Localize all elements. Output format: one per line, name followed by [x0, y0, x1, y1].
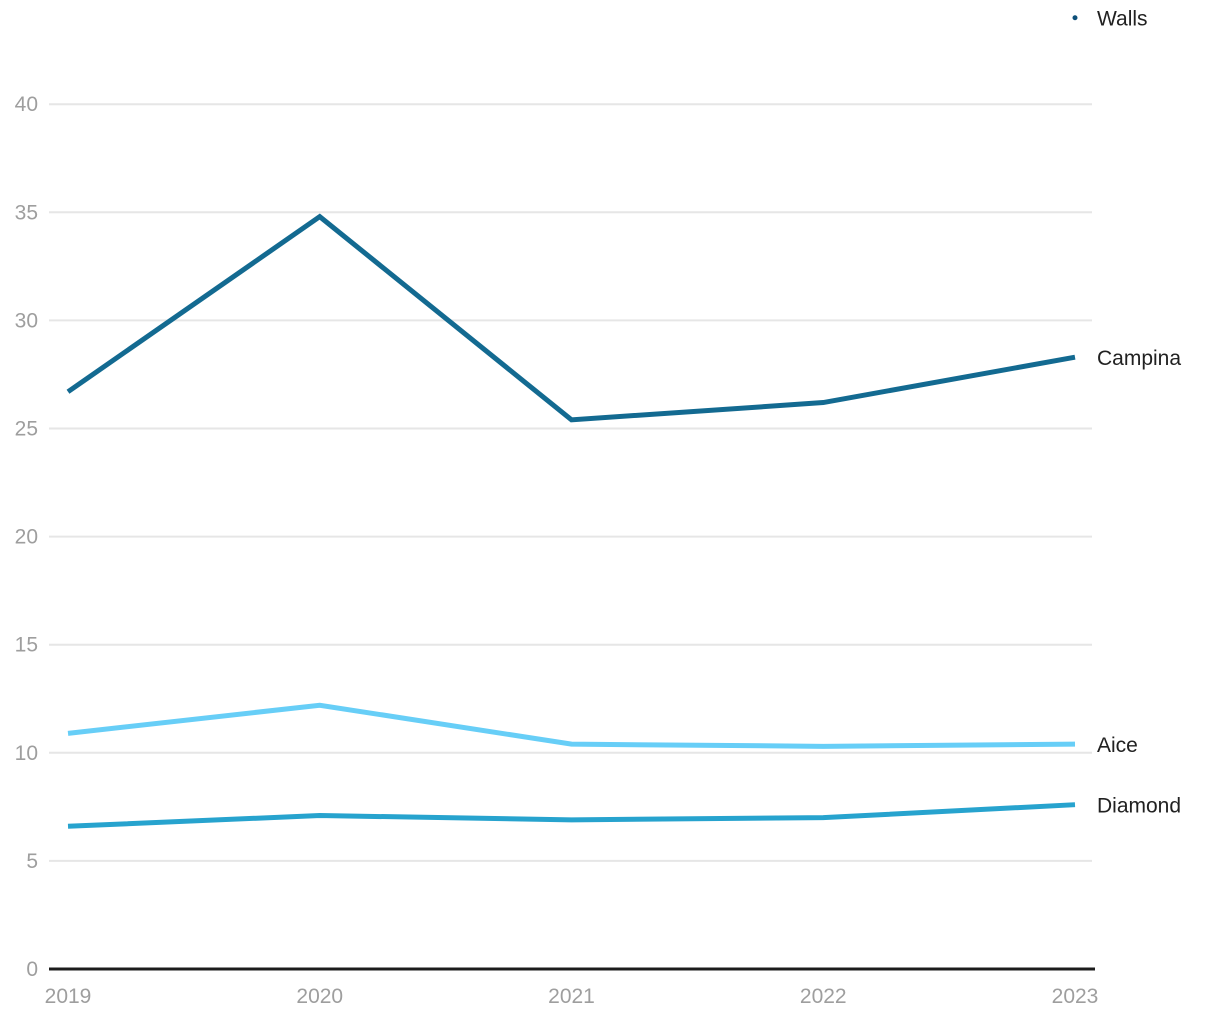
x-axis-tick-label: 2021: [548, 985, 595, 1008]
series-label-layer: Walls Campina Aice Diamond: [1097, 8, 1181, 818]
y-axis-tick-label: 10: [15, 742, 38, 765]
x-axis-tick-label: 2023: [1052, 985, 1099, 1008]
series-label-aice: Aice: [1097, 734, 1138, 757]
y-axis-tick-label: 0: [26, 958, 38, 981]
y-axis-tick-label: 30: [15, 309, 38, 332]
axis-layer: 0 5 10 15 20 25 30 35 40 2019 2020 2021 2022 2023: [15, 93, 1099, 1008]
x-axis-tick-label: 2022: [800, 985, 847, 1008]
y-axis-tick-label: 25: [15, 418, 38, 441]
y-axis-tick-label: 15: [15, 634, 38, 657]
grid-layer: [49, 103, 1092, 862]
series-label-walls: Walls: [1097, 8, 1148, 31]
series-label-campina: Campina: [1097, 347, 1181, 370]
series-point-walls: [1072, 15, 1078, 21]
series-line-aice: [67, 702, 1076, 749]
series-line-diamond: [67, 802, 1076, 829]
y-axis-tick-label: 40: [15, 93, 38, 116]
series-layer: [66, 15, 1078, 829]
series-label-diamond: Diamond: [1097, 795, 1181, 818]
x-axis-tick-label: 2019: [45, 985, 92, 1008]
series-line-campina: [66, 213, 1076, 423]
y-axis-tick-label: 20: [15, 526, 38, 549]
y-axis-tick-label: 35: [15, 201, 38, 224]
y-axis-tick-label: 5: [26, 850, 38, 873]
x-axis-tick-label: 2020: [296, 985, 343, 1008]
